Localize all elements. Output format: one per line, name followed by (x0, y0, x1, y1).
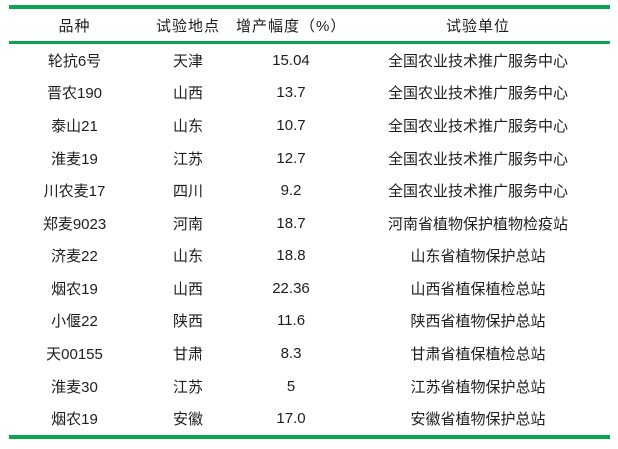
table-cell: 9.2 (280, 182, 302, 200)
table-row: 泰山21 山东 10.7 全国农业技术推广服务中心 (9, 109, 610, 142)
table-cell: 淮麦30 (51, 378, 98, 396)
table-cell: 陕西省植物保护总站 (410, 313, 546, 331)
table-cell: 山东 (172, 117, 203, 135)
table-cell: 江苏省植物保护总站 (410, 378, 546, 396)
table-cell: 山东省植物保护总站 (410, 248, 546, 266)
table-cell: 小偃22 (51, 313, 98, 331)
table-row: 郑麦9023 河南 18.7 河南省植物保护植物检疫站 (9, 207, 610, 240)
table-cell: 郑麦9023 (42, 215, 107, 233)
table-cell: 山东 (172, 248, 203, 266)
table-cell: 18.7 (276, 214, 306, 232)
table-cell: 13.7 (276, 84, 306, 102)
table-cell: 天00155 (46, 345, 103, 363)
table-cell: 江苏 (172, 378, 203, 396)
table-cell: 22.36 (272, 279, 310, 297)
column-header: 试验地点 (140, 7, 236, 44)
table-cell: 8.3 (280, 344, 302, 362)
table-row: 淮麦30 江苏 5 江苏省植物保护总站 (9, 370, 610, 403)
table-cell: 全国农业技术推广服务中心 (387, 52, 568, 70)
column-header: 增产幅度（%） (236, 7, 346, 44)
table-cell: 10.7 (276, 116, 306, 134)
table-row: 淮麦19 江苏 12.7 全国农业技术推广服务中心 (9, 142, 610, 175)
column-header: 试验单位 (346, 7, 610, 44)
table-row: 济麦22 山东 18.8 山东省植物保护总站 (9, 239, 610, 272)
table-cell: 泰山21 (51, 117, 98, 135)
table-cell: 山西 (172, 280, 203, 298)
table-cell: 天津 (172, 52, 203, 70)
table-cell: 烟农19 (51, 280, 98, 298)
table-row: 烟农19 安徽 17.0 安徽省植物保护总站 (9, 402, 610, 437)
table-cell: 山西省植保植检总站 (410, 280, 546, 298)
table-header: 品种 试验地点 增产幅度（%） 试验单位 (9, 7, 610, 44)
table-row: 川农麦17 四川 9.2 全国农业技术推广服务中心 (9, 174, 610, 207)
column-header: 品种 (9, 7, 140, 44)
table-cell: 陕西 (172, 313, 203, 331)
table-cell: 安徽 (172, 411, 203, 429)
table-cell: 全国农业技术推广服务中心 (387, 117, 568, 135)
table-row: 轮抗6号 天津 15.04 全国农业技术推广服务中心 (9, 43, 610, 77)
table-cell: 18.8 (276, 247, 306, 265)
table-cell: 15.04 (272, 51, 310, 69)
table-cell: 川农麦17 (43, 183, 106, 201)
table-cell: 晋农190 (46, 85, 103, 103)
trial-results-table: 品种 试验地点 增产幅度（%） 试验单位 轮抗6号 天津 15.04 全国农业技术推广服务中… (9, 5, 610, 439)
table-row: 天00155 甘肃 8.3 甘肃省植保植检总站 (9, 337, 610, 370)
header-row: 品种 试验地点 增产幅度（%） 试验单位 (9, 7, 610, 44)
table-cell: 河南省植物保护植物检疫站 (387, 215, 568, 233)
table-cell: 12.7 (276, 149, 306, 167)
table-cell: 轮抗6号 (47, 52, 102, 70)
table-cell: 淮麦19 (51, 150, 98, 168)
table-cell: 11.6 (276, 312, 306, 330)
table-cell: 甘肃 (172, 345, 203, 363)
table-cell: 全国农业技术推广服务中心 (387, 85, 568, 103)
table-row: 烟农19 山西 22.36 山西省植保植检总站 (9, 272, 610, 305)
table-cell: 烟农19 (51, 411, 98, 429)
table-row: 晋农190 山西 13.7 全国农业技术推广服务中心 (9, 77, 610, 110)
table-cell: 17.0 (276, 410, 306, 428)
table-cell: 全国农业技术推广服务中心 (387, 183, 568, 201)
table-cell: 甘肃省植保植检总站 (410, 345, 546, 363)
table-body: 轮抗6号 天津 15.04 全国农业技术推广服务中心 晋农190 山西 13.7 全国农业技术… (9, 43, 610, 437)
table-cell: 江苏 (172, 150, 203, 168)
table-cell: 四川 (172, 183, 203, 201)
table-cell: 安徽省植物保护总站 (410, 411, 546, 429)
table-cell: 济麦22 (51, 248, 98, 266)
table-cell: 河南 (172, 215, 203, 233)
table-cell: 全国农业技术推广服务中心 (387, 150, 568, 168)
table-row: 小偃22 陕西 11.6 陕西省植物保护总站 (9, 305, 610, 338)
table-cell: 山西 (172, 85, 203, 103)
table-cell: 5 (286, 377, 296, 395)
